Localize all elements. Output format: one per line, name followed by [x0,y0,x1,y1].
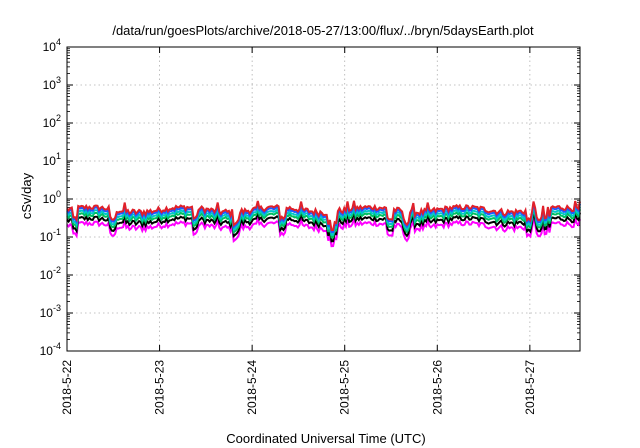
x-tick-label: 2018-5-23 [153,360,167,415]
x-axis-label: Coordinated Universal Time (UTC) [226,431,425,446]
y-tick-exponent: -1 [53,227,61,237]
y-tick-base: 10 [43,192,57,206]
y-tick-label: 100 [43,189,61,206]
y-tick-exponent: 4 [56,37,61,47]
series-line [66,200,581,232]
y-tick-base: 10 [40,230,54,244]
y-tick-base: 10 [43,40,57,54]
plot-frame [66,46,581,352]
x-tick-label: 2018-5-26 [430,360,444,415]
y-tick-label: 102 [43,113,61,130]
y-tick-base: 10 [40,306,54,320]
grid-lines [66,46,580,352]
series-line [66,202,581,234]
series-group [66,200,581,248]
y-tick-base: 10 [43,78,57,92]
x-tick-labels: 2018-5-22 2018-5-23 2018-5-24 2018-5-25 2018… [60,360,537,415]
y-tick-label: 10-2 [40,265,61,282]
series-line [66,214,581,248]
x-tick-label: 2018-5-25 [338,360,352,415]
y-tick-base: 10 [40,344,54,358]
y-tick-label: 101 [43,151,61,168]
y-tick-base: 10 [40,268,54,282]
x-tick-label: 2018-5-27 [523,360,537,415]
y-tick-label: 10-3 [40,303,61,320]
chart-title: /data/run/goesPlots/archive/2018-05-27/1… [112,23,534,38]
series-line [66,211,581,243]
series-line [66,202,581,236]
y-tick-base: 10 [43,154,57,168]
y-tick-exponent: -4 [53,341,61,351]
x-tick-label: 2018-5-22 [60,360,74,415]
y-axis-label: cSv/day [19,172,34,219]
y-tick-exponent: -2 [53,265,61,275]
series-line [66,208,581,239]
y-tick-exponent: 1 [56,151,61,161]
y-tick-label: 103 [43,75,61,92]
x-tick-label: 2018-5-24 [245,360,259,415]
y-tick-label: 10-4 [40,341,61,358]
y-tick-label: 104 [43,37,61,54]
y-tick-exponent: 3 [56,75,61,85]
y-tick-exponent: -3 [53,303,61,313]
y-tick-exponent: 2 [56,113,61,123]
y-tick-base: 10 [43,116,57,130]
y-tick-label: 10-1 [40,227,61,244]
y-tick-exponent: 0 [56,189,61,199]
